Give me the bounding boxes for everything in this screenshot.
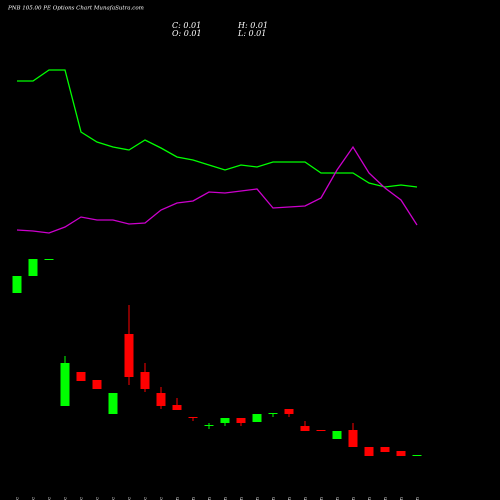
candle-body — [156, 393, 166, 406]
candle-body — [172, 405, 182, 410]
x-tick-label: 01 Jan — [175, 496, 181, 500]
x-tick-label: 14 Jan — [319, 496, 325, 500]
x-tick-label: 13 Jan — [303, 496, 309, 500]
candle-body — [204, 425, 214, 426]
candle-body — [220, 418, 230, 423]
x-tick-label: 30 Dec — [143, 497, 149, 500]
x-tick-label: 22 Dec — [63, 497, 69, 500]
candle-body — [44, 259, 54, 260]
ohlc-label: O: 0.01 — [172, 29, 202, 38]
x-tick-label: 23 Dec — [79, 497, 85, 500]
x-tick-label: 31 Dec — [159, 497, 165, 500]
line-series — [16, 145, 418, 234]
x-tick-label: 22 Jan — [399, 496, 405, 500]
candle-body — [284, 409, 294, 414]
x-tick-label: 07 Jan — [239, 496, 245, 500]
candle-body — [60, 363, 70, 406]
candle-body — [300, 426, 310, 431]
x-tick-label: 08 Jan — [255, 496, 261, 500]
x-tick-label: 06 Jan — [223, 496, 229, 500]
x-tick-label: 20 Jan — [367, 496, 373, 500]
x-tick-label: 09 Jan — [271, 496, 277, 500]
x-tick-label: 05 Jan — [207, 496, 213, 500]
candle-body — [12, 276, 22, 293]
x-tick-label: 24 Dec — [95, 497, 101, 500]
x-tick-label: 19 Jan — [351, 496, 357, 500]
ohlc-label: H: 0.01 — [237, 21, 268, 30]
x-tick-label: 02 Jan — [191, 496, 197, 500]
chart-title: PNB 105.00 PE Options Chart MunafaSutra.… — [7, 6, 144, 12]
candle-body — [108, 393, 118, 414]
candle-body — [396, 451, 406, 456]
candle-body — [268, 413, 278, 414]
candle-body — [348, 430, 358, 447]
x-tick-label: 21 Jan — [383, 496, 389, 500]
candle-body — [76, 372, 86, 381]
x-tick-label: 16 Jan — [335, 496, 341, 500]
ohlc-label: L: 0.01 — [237, 29, 266, 38]
x-tick-label: 29 Dec — [127, 497, 133, 500]
candle-body — [236, 418, 246, 423]
candle-body — [252, 414, 262, 422]
candle-body — [380, 447, 390, 452]
x-tick-label: 12 Jan — [287, 496, 293, 500]
x-tick-label: 26 Dec — [111, 497, 117, 500]
x-tick-label: 18 Dec — [31, 497, 37, 500]
candle-body — [140, 372, 150, 389]
candle-body — [332, 431, 342, 439]
x-tick-label: 17 Dec — [15, 497, 21, 500]
x-tick-label: 19 Dec — [47, 497, 53, 500]
candle-body — [92, 380, 102, 389]
candle-body — [188, 417, 198, 418]
x-tick-label: 23 Jan — [415, 496, 421, 500]
ohlc-label: C: 0.01 — [172, 21, 201, 30]
candle-body — [124, 334, 134, 377]
candle-body — [316, 430, 326, 431]
candle-body — [28, 259, 38, 276]
line-series — [17, 69, 418, 188]
candle-body — [364, 447, 374, 456]
candle-body — [412, 455, 422, 456]
